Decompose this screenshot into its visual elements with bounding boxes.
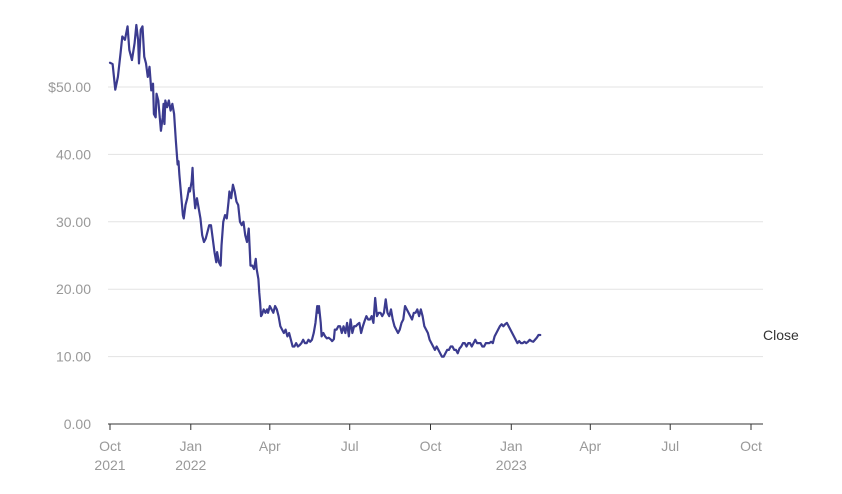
x-tick-label: Jul xyxy=(661,438,679,454)
series-layer xyxy=(108,23,542,358)
x-tick-label: Oct xyxy=(420,438,442,454)
series-line-close xyxy=(108,23,542,358)
x-tick-year-label: 2022 xyxy=(175,457,206,473)
y-tick-label: $50.00 xyxy=(48,79,91,95)
series-end-label: Close xyxy=(763,327,799,343)
x-tick-label: Oct xyxy=(740,438,762,454)
y-tick-label: 20.00 xyxy=(56,281,91,297)
x-tick-label: Jan xyxy=(179,438,202,454)
y-tick-label: 0.00 xyxy=(64,416,91,432)
x-tick-label: Jul xyxy=(341,438,359,454)
labels: 0.00 10.00 20.00 30.00 40.00 $50.00 Oct 2021 Jan… xyxy=(48,79,799,473)
gridlines xyxy=(108,86,763,358)
x-tick-label: Jan xyxy=(500,438,523,454)
x-tick-label: Oct xyxy=(99,438,121,454)
y-tick-label: 40.00 xyxy=(56,146,91,162)
axes xyxy=(108,423,763,430)
y-tick-label: 30.00 xyxy=(56,214,91,230)
x-tick-label: Apr xyxy=(579,438,601,454)
x-tick-year-label: 2023 xyxy=(496,457,527,473)
x-tick-label: Apr xyxy=(259,438,281,454)
y-tick-label: 10.00 xyxy=(56,349,91,365)
x-tick-year-label: 2021 xyxy=(94,457,125,473)
